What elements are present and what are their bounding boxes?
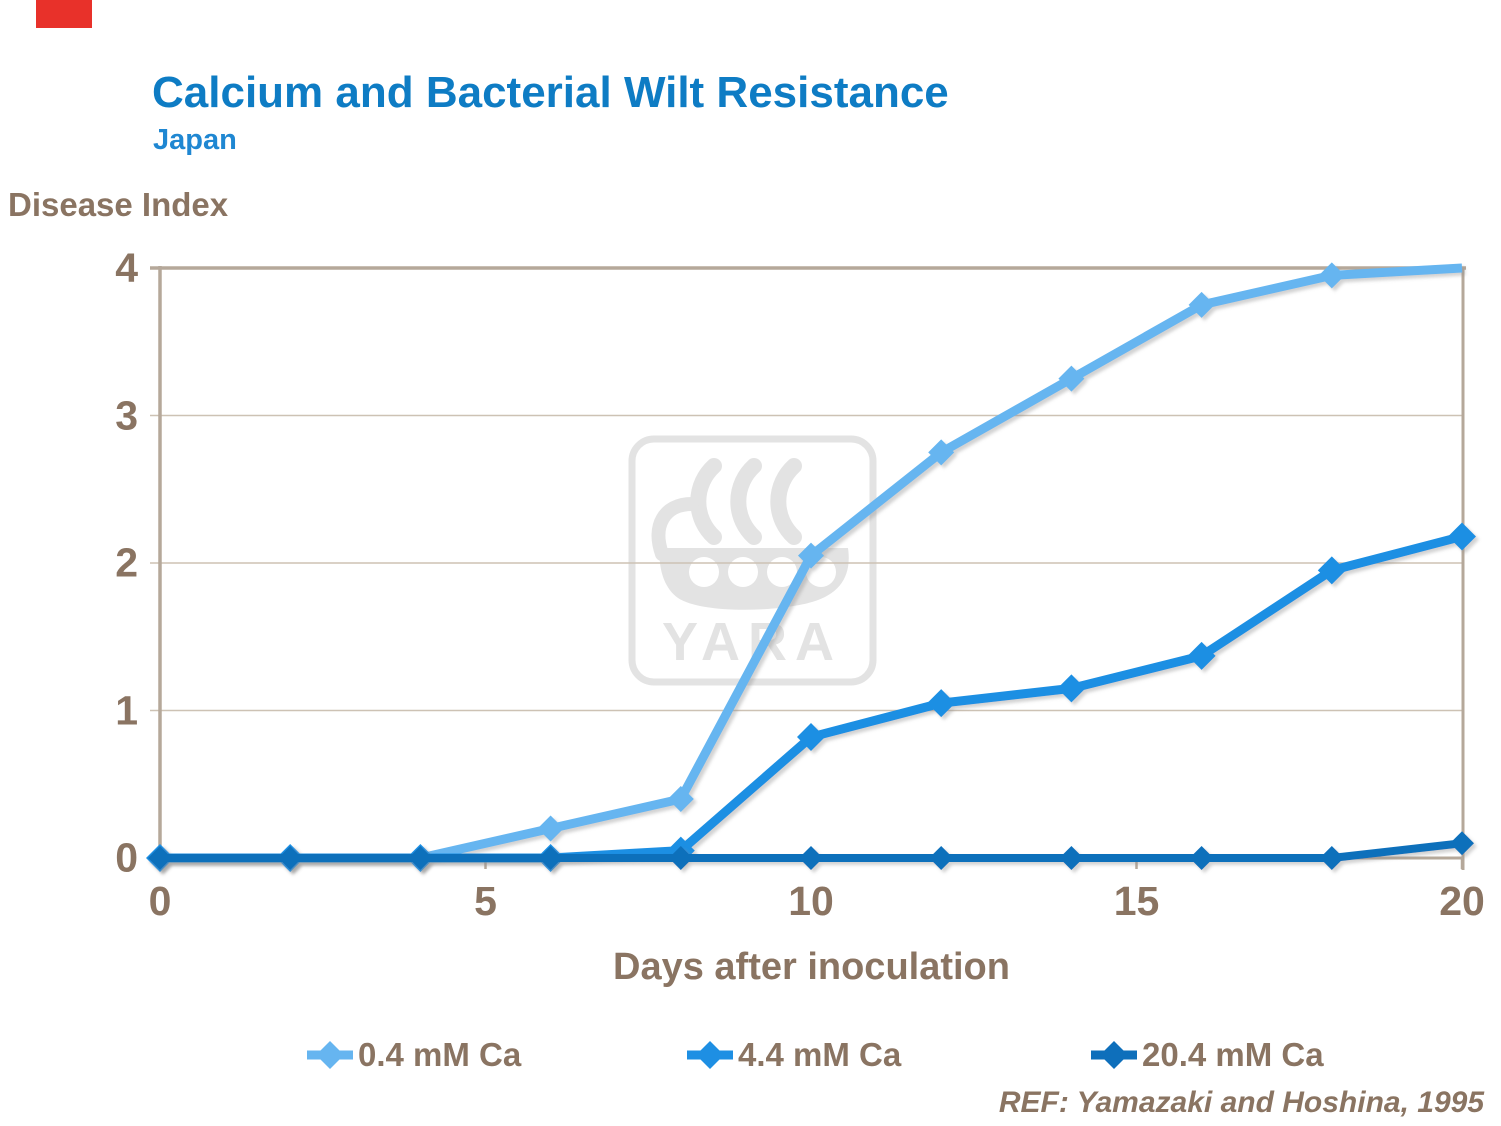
watermark-shield-2 (728, 557, 758, 587)
legend-label-4.4mm: 4.4 mM Ca (738, 1036, 902, 1073)
watermark-shield-1 (689, 557, 719, 587)
watermark-frame (628, 435, 877, 686)
data-point-marker (797, 723, 825, 752)
x-tick-label: 15 (1113, 878, 1160, 924)
watermark-sail-arc-2 (730, 458, 762, 545)
data-point-marker (1057, 674, 1086, 703)
data-point-marker (1319, 846, 1344, 870)
data-point-marker (537, 815, 564, 842)
data-point-marker (929, 846, 954, 870)
y-tick-label: 4 (115, 244, 138, 291)
legend-item-0.4mm: 0.4 mM Ca (306, 1032, 521, 1078)
page-title: Calcium and Bacterial Wilt Resistance (152, 68, 949, 117)
y-tick-label: 3 (115, 392, 138, 438)
data-point-marker (1317, 556, 1346, 585)
reference-text: REF: Yamazaki and Hoshina, 1995 (998, 1086, 1484, 1119)
data-point-marker (1058, 365, 1085, 392)
data-point-marker (668, 846, 693, 870)
legend-marker-0.4mm (307, 1041, 353, 1069)
y-tick-label: 1 (115, 687, 138, 733)
page-subtitle: Japan (153, 124, 237, 156)
legend-item-20.4mm: 20.4 mM Ca (1090, 1032, 1324, 1078)
data-point-marker (928, 439, 955, 466)
data-point-marker (1318, 262, 1345, 289)
data-point-marker (799, 846, 823, 870)
data-point-marker (538, 846, 563, 870)
x-tick-label: 0 (148, 878, 172, 924)
x-tick-label: 5 (474, 878, 497, 924)
watermark-prow (651, 497, 699, 561)
data-point-marker (278, 846, 303, 870)
y-tick-label: 0 (115, 834, 138, 881)
legend-label-20.4mm: 20.4 mM Ca (1142, 1036, 1324, 1073)
data-point-marker (667, 786, 694, 812)
data-point-marker (1448, 522, 1476, 551)
watermark-sail-arc-1 (690, 458, 722, 545)
x-tick-label: 10 (788, 878, 834, 924)
legend-marker-20.4mm (1091, 1041, 1137, 1069)
data-point-marker (1188, 291, 1215, 318)
data-point-marker (798, 542, 824, 569)
watermark-text: YARA (662, 612, 842, 672)
y-axis-title: Disease Index (8, 186, 229, 223)
legend-item-4.4mm: 4.4 mM Ca (686, 1032, 901, 1078)
data-point-marker (408, 846, 433, 870)
legend-label-0.4mm: 0.4 mM Ca (358, 1036, 522, 1073)
data-point-marker (927, 689, 956, 718)
x-tick-label: 20 (1439, 878, 1485, 924)
data-point-marker (1189, 846, 1214, 870)
y-tick-label: 2 (115, 539, 138, 586)
data-point-marker (1059, 846, 1084, 870)
series-0.4-mm-ca (147, 262, 1463, 871)
red-flag (36, 0, 92, 28)
legend-marker-4.4mm (687, 1041, 733, 1069)
series-20.4-mm-ca (148, 831, 1474, 870)
data-point-marker (148, 846, 172, 870)
x-axis-title: Days after inoculation (613, 946, 1010, 988)
yara-watermark-logo: YARA (628, 435, 877, 686)
data-point-marker (1187, 641, 1216, 670)
watermark-sail-arc-3 (770, 458, 802, 545)
watermark-shield-3 (767, 557, 797, 587)
data-point-marker (1450, 831, 1474, 856)
